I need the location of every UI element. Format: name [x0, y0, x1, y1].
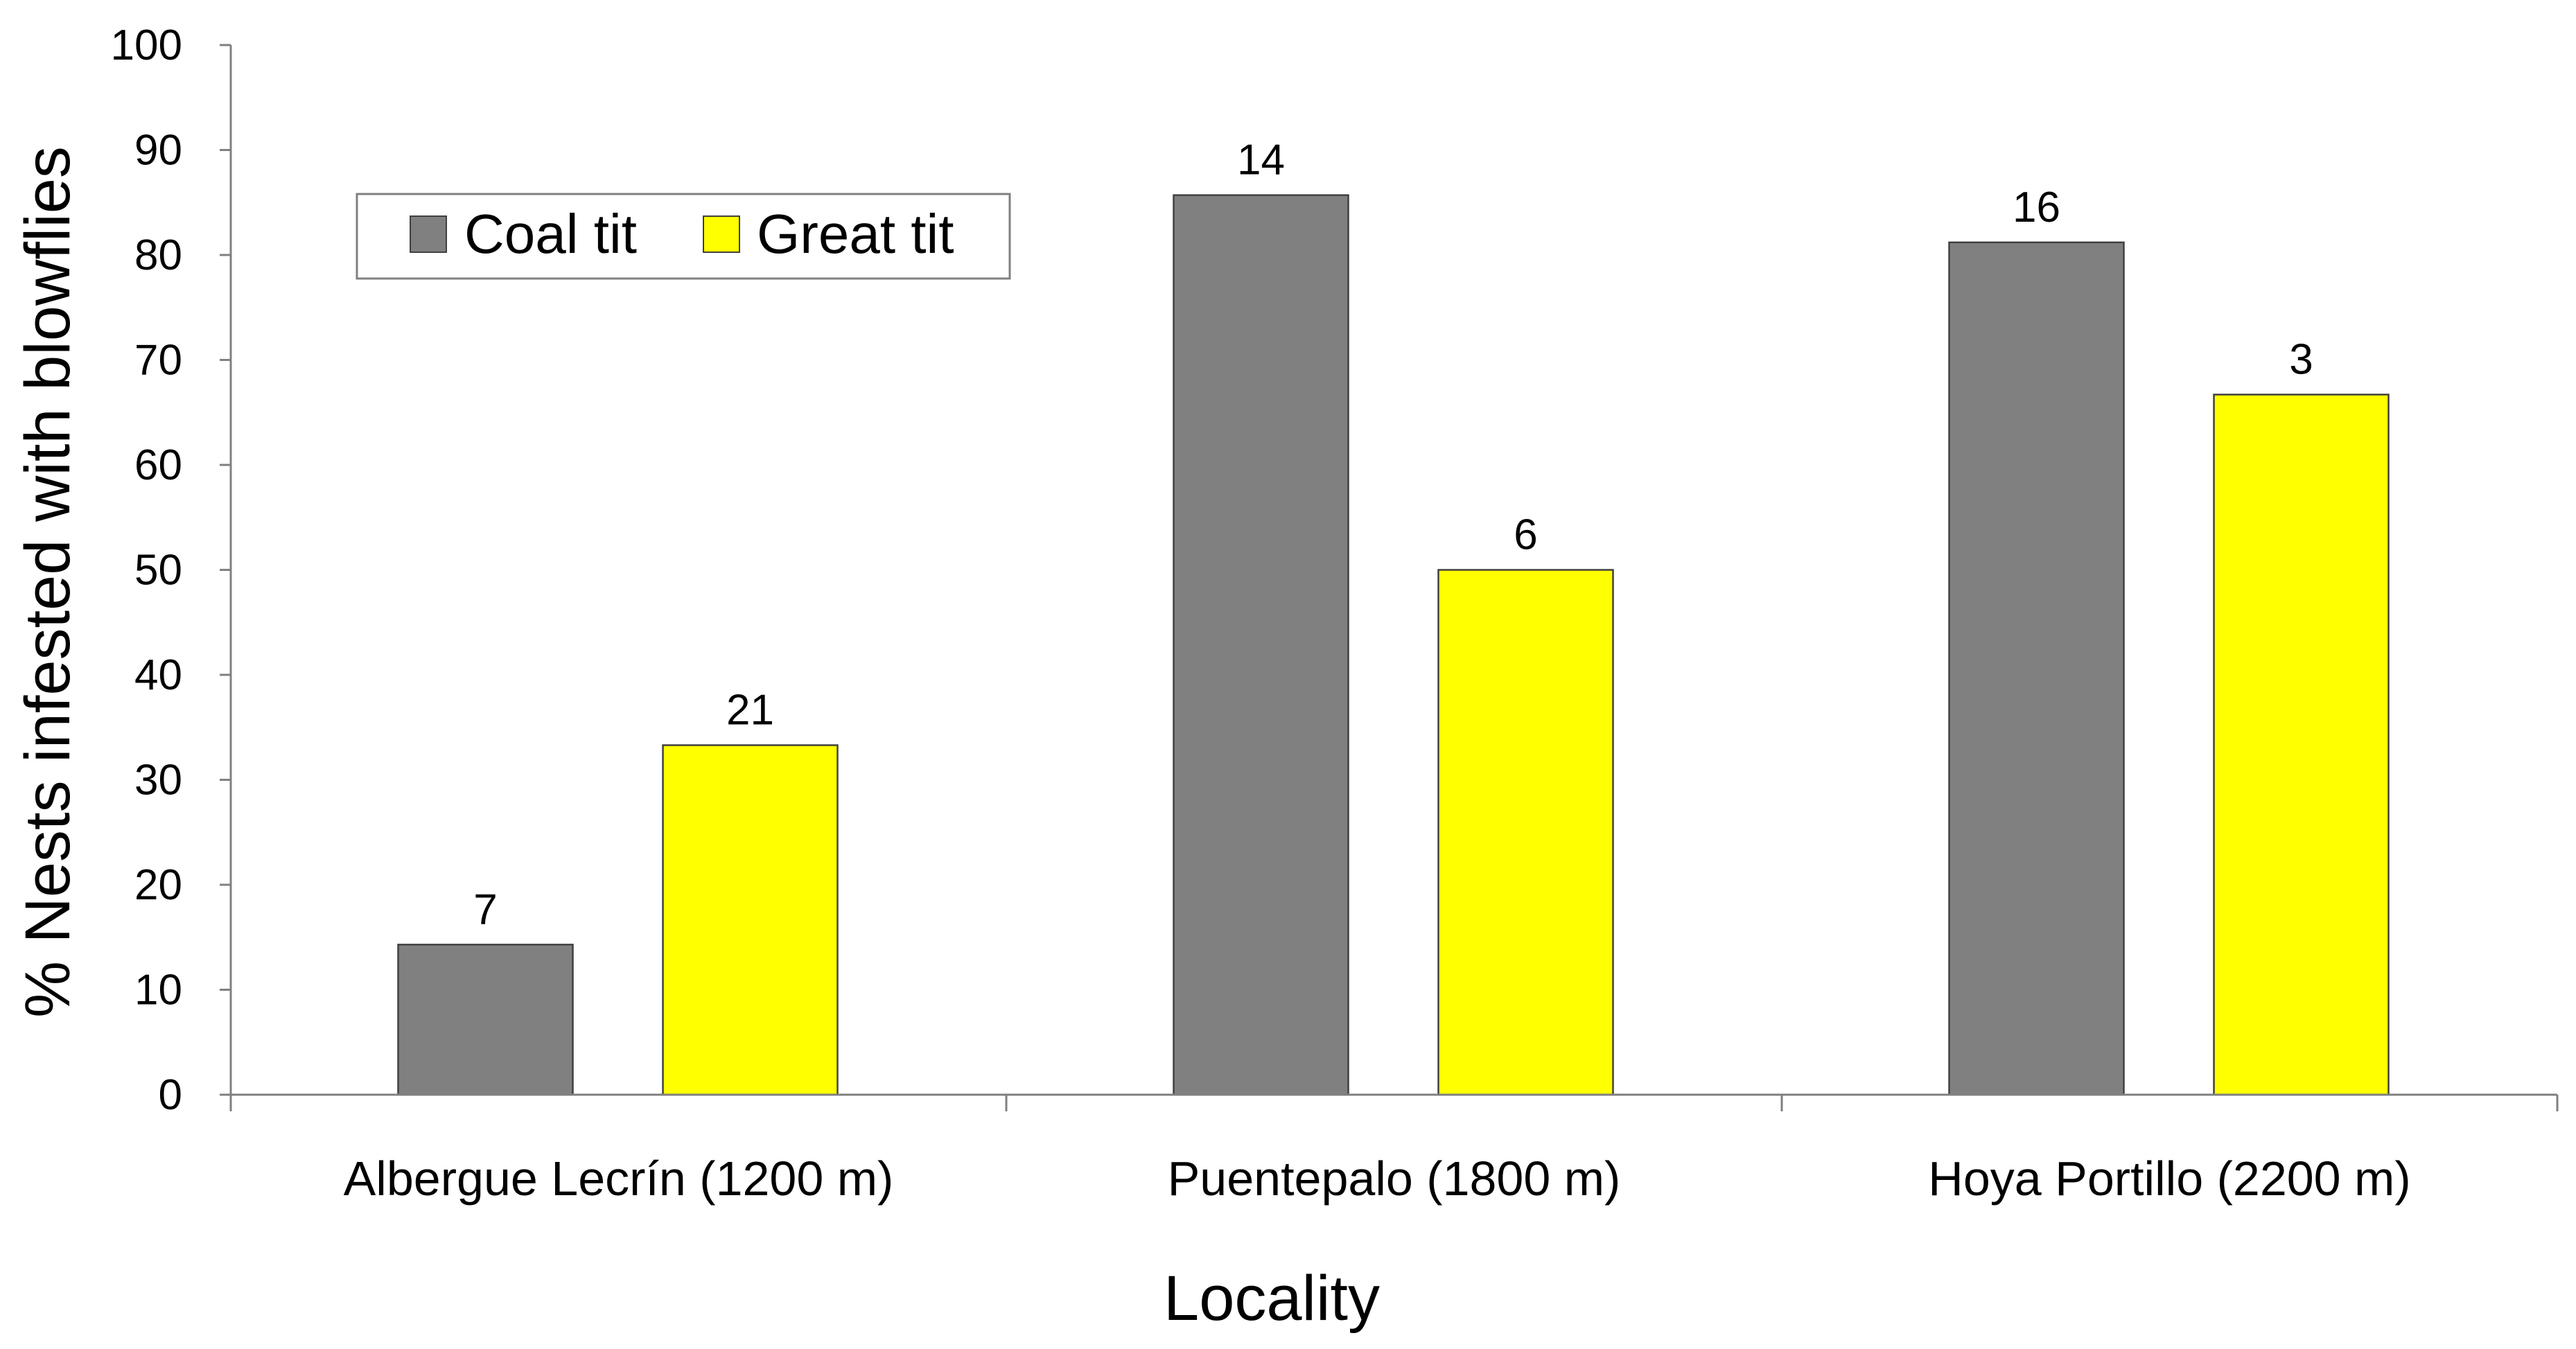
y-tick-label: 0 [159, 1071, 182, 1119]
data-label-great-tit: 3 [2289, 335, 2313, 383]
x-axis-title: Locality [1164, 1263, 1380, 1334]
legend: Coal tit Great tit [356, 193, 1011, 280]
y-tick-label: 70 [134, 337, 182, 385]
bar-coal-tit [1173, 194, 1349, 1096]
y-tick-label: 30 [134, 757, 182, 804]
x-axis-category-labels: Albergue Lecrín (1200 m) Puentepalo (1800… [344, 1152, 2411, 1206]
data-label-coal-tit: 14 [1237, 136, 1285, 184]
x-category-label: Puentepalo (1800 m) [1168, 1152, 1621, 1206]
y-tick-label: 40 [134, 651, 182, 699]
bar-great-tit [2213, 394, 2390, 1096]
bar-series [397, 194, 2390, 1096]
bar-coal-tit [397, 944, 574, 1096]
y-tick-label: 90 [134, 127, 182, 175]
x-axis-ticks [229, 1095, 2559, 1111]
data-label-great-tit: 21 [726, 687, 774, 734]
y-axis-ticks [220, 44, 231, 1096]
data-label-coal-tit: 7 [473, 885, 497, 933]
legend-swatch-coal-tit [410, 215, 447, 253]
y-tick-label: 50 [134, 547, 182, 594]
bar-great-tit [662, 744, 839, 1096]
legend-box [356, 193, 1011, 280]
legend-label-great-tit: Great tit [757, 203, 954, 265]
y-axis-title: % Nests infested with blowflies [12, 146, 83, 1018]
y-tick-label: 100 [111, 21, 182, 69]
y-tick-label: 60 [134, 441, 182, 489]
x-category-label: Hoya Portillo (2200 m) [1928, 1152, 2410, 1206]
y-axis-tick-labels: 0 10 20 30 40 50 60 70 80 90 100 [111, 21, 182, 1119]
y-tick-label: 80 [134, 231, 182, 279]
data-label-great-tit: 6 [1514, 511, 1537, 559]
data-label-coal-tit: 16 [2013, 184, 2060, 231]
legend-label-coal-tit: Coal tit [464, 203, 637, 265]
x-category-label: Albergue Lecrín (1200 m) [344, 1152, 894, 1206]
y-tick-label: 10 [134, 967, 182, 1014]
bar-data-labels: 7 21 14 6 16 3 [473, 136, 2313, 934]
bar-coal-tit [1948, 241, 2125, 1096]
legend-swatch-great-tit [703, 215, 740, 253]
y-tick-label: 20 [134, 861, 182, 909]
bar-great-tit [1437, 569, 1614, 1096]
